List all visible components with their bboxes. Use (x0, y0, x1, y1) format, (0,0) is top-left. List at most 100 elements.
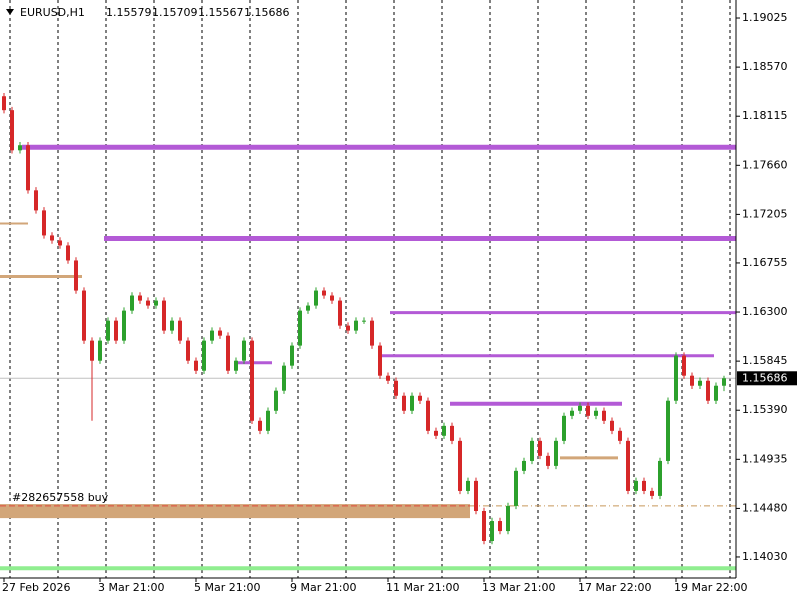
candle-body (722, 378, 726, 386)
candle-body (578, 405, 582, 411)
candle-body (410, 395, 414, 411)
candle-body (498, 521, 502, 532)
x-tick-label: 27 Feb 2026 (2, 581, 70, 594)
order-zone (0, 504, 470, 519)
candle-body (434, 430, 438, 436)
candle-body (170, 320, 174, 331)
candle-body (626, 440, 630, 491)
candle-body (594, 410, 598, 416)
candle-body (522, 460, 526, 471)
candle-body (82, 290, 86, 341)
candle-body (354, 320, 358, 331)
candle-body (450, 425, 454, 441)
candle-body (514, 470, 518, 506)
candle-body (10, 110, 14, 151)
candle-body (50, 235, 54, 241)
candle-body (218, 330, 222, 336)
candle-body (306, 305, 310, 311)
candle-body (634, 480, 638, 491)
candle-body (530, 440, 534, 461)
x-tick-label: 17 Mar 22:00 (578, 581, 651, 594)
ohlc-value: 1.15709 (152, 6, 198, 19)
x-tick-label: 13 Mar 21:00 (482, 581, 555, 594)
bid-tag (737, 371, 797, 386)
ohlc-value: 1.15579 (106, 6, 152, 19)
candle-body (490, 521, 494, 541)
candle-body (234, 360, 238, 371)
y-tick-label: 1.16300 (742, 305, 788, 318)
y-tick-label: 1.17660 (742, 158, 788, 171)
candle-body (42, 210, 46, 236)
candle-body (130, 295, 134, 311)
candle-body (370, 320, 374, 346)
candle-body (210, 330, 214, 341)
candle-body (290, 345, 294, 366)
ohlc-value: 1.15567 (198, 6, 244, 19)
candle-body (482, 510, 486, 541)
candle-body (194, 360, 198, 371)
candle-body (618, 430, 622, 441)
candle-body (666, 400, 670, 461)
candle-body (298, 310, 302, 346)
candle-body (386, 375, 390, 381)
candle-body (154, 300, 158, 306)
candle-body (562, 415, 566, 441)
candle-body (122, 310, 126, 341)
candle-body (394, 380, 398, 396)
candle-body (266, 410, 270, 431)
candle-body (458, 440, 462, 491)
candle-body (362, 320, 366, 322)
candle-body (106, 320, 110, 341)
candle-body (506, 505, 510, 532)
candle-body (682, 355, 686, 376)
symbol: EURUSD,H1 (20, 6, 85, 19)
candle-body (226, 335, 230, 371)
candle-body (74, 260, 78, 291)
candle-body (314, 290, 318, 306)
candle-body (474, 480, 478, 511)
candle-body (162, 300, 166, 331)
x-tick-label: 11 Mar 21:00 (386, 581, 459, 594)
candle-body (554, 440, 558, 466)
candle-body (34, 190, 38, 211)
candle-body (698, 380, 702, 386)
candle-body (202, 340, 206, 371)
candle-body (2, 96, 6, 111)
x-tick-label: 19 Mar 22:00 (674, 581, 747, 594)
candle-body (258, 420, 262, 431)
candle-body (706, 380, 710, 401)
order-label: #282657558 buy (12, 491, 109, 504)
candle-body (402, 395, 406, 411)
candle-body (58, 240, 62, 246)
candle-body (674, 355, 678, 401)
ohlc-value: 1.15686 (244, 6, 290, 19)
candle-body (714, 385, 718, 401)
candle-body (274, 390, 278, 411)
candle-body (138, 295, 142, 301)
candle-body (610, 420, 614, 431)
candle-body (322, 290, 326, 296)
candle-body (466, 480, 470, 491)
candle-body (658, 460, 662, 496)
candle-body (186, 340, 190, 361)
candle-body (546, 455, 550, 466)
y-tick-label: 1.19025 (742, 11, 788, 24)
y-tick-label: 1.14030 (742, 550, 788, 563)
candle-body (282, 365, 286, 391)
bid-tag-label: 1.15686 (742, 371, 788, 384)
candle-body (330, 295, 334, 301)
candle-body (586, 405, 590, 416)
y-tick-label: 1.14935 (742, 452, 788, 465)
y-tick-label: 1.15845 (742, 354, 788, 367)
x-tick-label: 9 Mar 21:00 (290, 581, 356, 594)
candle-body (98, 340, 102, 361)
x-tick-label: 3 Mar 21:00 (98, 581, 164, 594)
y-tick-label: 1.15390 (742, 403, 788, 416)
y-tick-label: 1.18570 (742, 60, 788, 73)
candle-body (250, 340, 254, 421)
candle-body (650, 490, 654, 496)
candle-body (18, 145, 22, 151)
candle-body (426, 400, 430, 431)
candle-body (602, 410, 606, 421)
